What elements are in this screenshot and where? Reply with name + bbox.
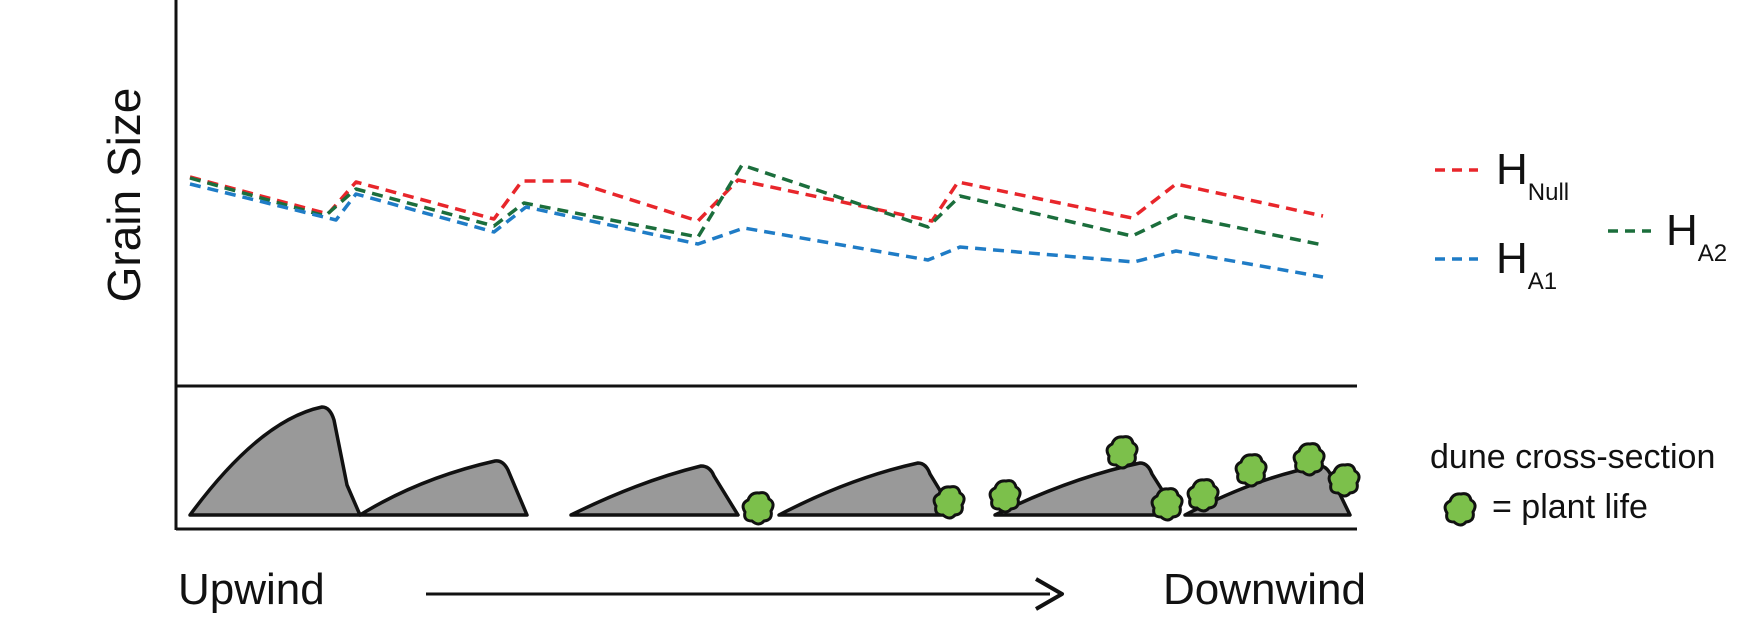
upwind-label: Upwind — [178, 565, 325, 614]
legend-label-h-null: HNull — [1496, 145, 1569, 206]
dune-1 — [188, 405, 362, 517]
plant-life-caption: = plant life — [1492, 488, 1648, 526]
legend-label-h-a2: HA2 — [1666, 206, 1727, 267]
plant-icon — [1234, 453, 1268, 488]
downwind-label: Downwind — [1163, 565, 1366, 614]
plant-icon — [1292, 442, 1326, 477]
plant-icon — [1186, 478, 1220, 513]
series-line-h-null — [189, 175, 1324, 223]
plant-icon — [932, 485, 966, 520]
legend-label-h-a1: HA1 — [1496, 234, 1557, 295]
dune-2 — [358, 459, 529, 517]
plant-icon — [741, 491, 775, 526]
plant-icon — [1105, 435, 1139, 470]
plant-icon — [1150, 487, 1184, 522]
legend-plant-icon — [1443, 492, 1477, 527]
series-line-h-a1 — [189, 182, 1324, 279]
series-line-h-a2 — [189, 163, 1324, 247]
dune-4 — [777, 461, 957, 517]
plant-icon — [988, 479, 1022, 514]
dune-cross-section-caption: dune cross-section — [1430, 438, 1715, 476]
y-axis-label: Grain Size — [98, 88, 150, 303]
arrowhead-icon — [1035, 577, 1064, 611]
dune-3 — [569, 464, 740, 517]
plant-icon — [1327, 463, 1361, 498]
dune-5 — [993, 461, 1180, 517]
